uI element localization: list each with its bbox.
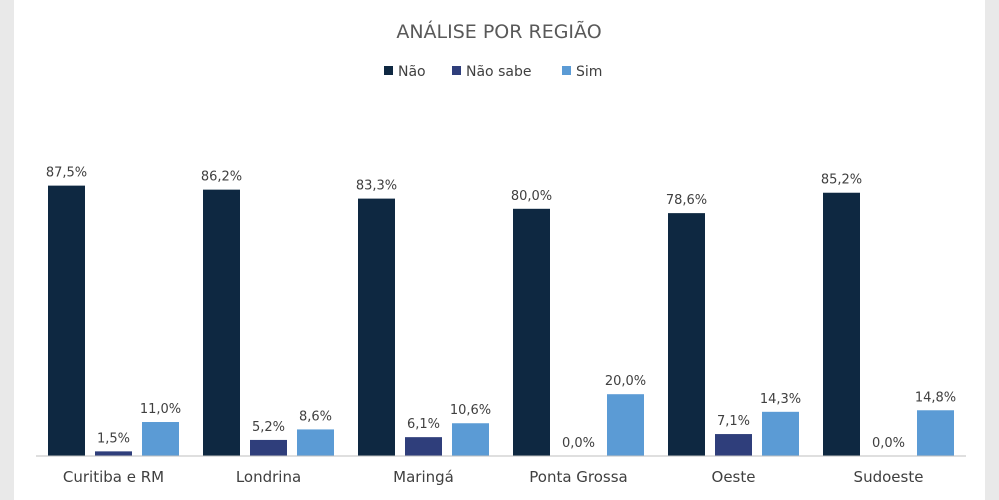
data-label-curitiba-e-rm-nao: 87,5% xyxy=(46,166,87,181)
bar-londrina-nao xyxy=(203,189,240,456)
data-label-ponta-grossa-sim: 20,0% xyxy=(605,374,646,389)
legend-swatch-nao xyxy=(384,66,393,75)
data-label-ponta-grossa-nao: 80,0% xyxy=(511,189,552,204)
data-label-maringa-nao: 83,3% xyxy=(356,179,397,194)
data-label-oeste-nao-sabe: 7,1% xyxy=(717,414,750,429)
bar-londrina-sim xyxy=(297,429,334,456)
category-labels: Curitiba e RM Londrina Maringá Ponta Grossa… xyxy=(63,468,924,486)
bar-oeste-nao-sabe xyxy=(715,434,752,456)
bar-maringa-nao-sabe xyxy=(405,437,442,456)
data-label-curitiba-e-rm-sim: 11,0% xyxy=(140,402,181,417)
data-labels: 87,5% 1,5% 11,0% 86,2% 5,2% 8,6% 83,3% 6,1% 10,6… xyxy=(46,166,956,451)
bar-curitiba-e-rm-nao xyxy=(48,185,85,456)
legend-label-nao-sabe: Não sabe xyxy=(466,64,531,80)
category-label-londrina: Londrina xyxy=(236,468,301,486)
data-label-londrina-sim: 8,6% xyxy=(299,409,332,424)
data-label-ponta-grossa-nao-sabe: 0,0% xyxy=(562,436,595,451)
bar-curitiba-e-rm-nao-sabe xyxy=(95,451,132,456)
bar-oeste-nao xyxy=(668,213,705,456)
bar-londrina-nao-sabe xyxy=(250,439,287,456)
chart-title: ANÁLISE POR REGIÃO xyxy=(396,20,601,43)
data-label-maringa-nao-sabe: 6,1% xyxy=(407,417,440,432)
data-label-londrina-nao-sabe: 5,2% xyxy=(252,420,285,435)
data-label-maringa-sim: 10,6% xyxy=(450,403,491,418)
chart-frame: ANÁLISE POR REGIÃO Não Não sabe Sim 87,5% 1… xyxy=(14,0,985,500)
bar-maringa-sim xyxy=(452,423,489,456)
data-label-oeste-nao: 78,6% xyxy=(666,193,707,208)
bar-oeste-sim xyxy=(762,411,799,456)
data-label-sudoeste-nao-sabe: 0,0% xyxy=(872,436,905,451)
bar-curitiba-e-rm-sim xyxy=(142,422,179,456)
data-label-curitiba-e-rm-nao-sabe: 1,5% xyxy=(97,431,130,446)
category-label-sudoeste: Sudoeste xyxy=(854,468,924,486)
bar-sudoeste-sim xyxy=(917,410,954,456)
bar-sudoeste-nao xyxy=(823,192,860,456)
data-label-oeste-sim: 14,3% xyxy=(760,392,801,407)
legend-label-nao: Não xyxy=(398,64,426,80)
data-label-londrina-nao: 86,2% xyxy=(201,170,242,185)
data-label-sudoeste-sim: 14,8% xyxy=(915,390,956,405)
legend: Não Não sabe Sim xyxy=(384,64,602,80)
category-label-maringa: Maringá xyxy=(393,468,454,486)
bar-ponta-grossa-sim xyxy=(607,394,644,456)
bar-chart: ANÁLISE POR REGIÃO Não Não sabe Sim 87,5% 1… xyxy=(36,20,966,486)
data-label-sudoeste-nao: 85,2% xyxy=(821,173,862,188)
category-label-curitiba-e-rm: Curitiba e RM xyxy=(63,468,164,486)
legend-swatch-nao-sabe xyxy=(452,66,461,75)
bars xyxy=(48,185,954,456)
bar-maringa-nao xyxy=(358,198,395,456)
bar-ponta-grossa-nao xyxy=(513,208,550,456)
category-label-oeste: Oeste xyxy=(712,468,756,486)
legend-label-sim: Sim xyxy=(576,64,602,80)
category-label-ponta-grossa: Ponta Grossa xyxy=(529,468,628,486)
legend-swatch-sim xyxy=(562,66,571,75)
